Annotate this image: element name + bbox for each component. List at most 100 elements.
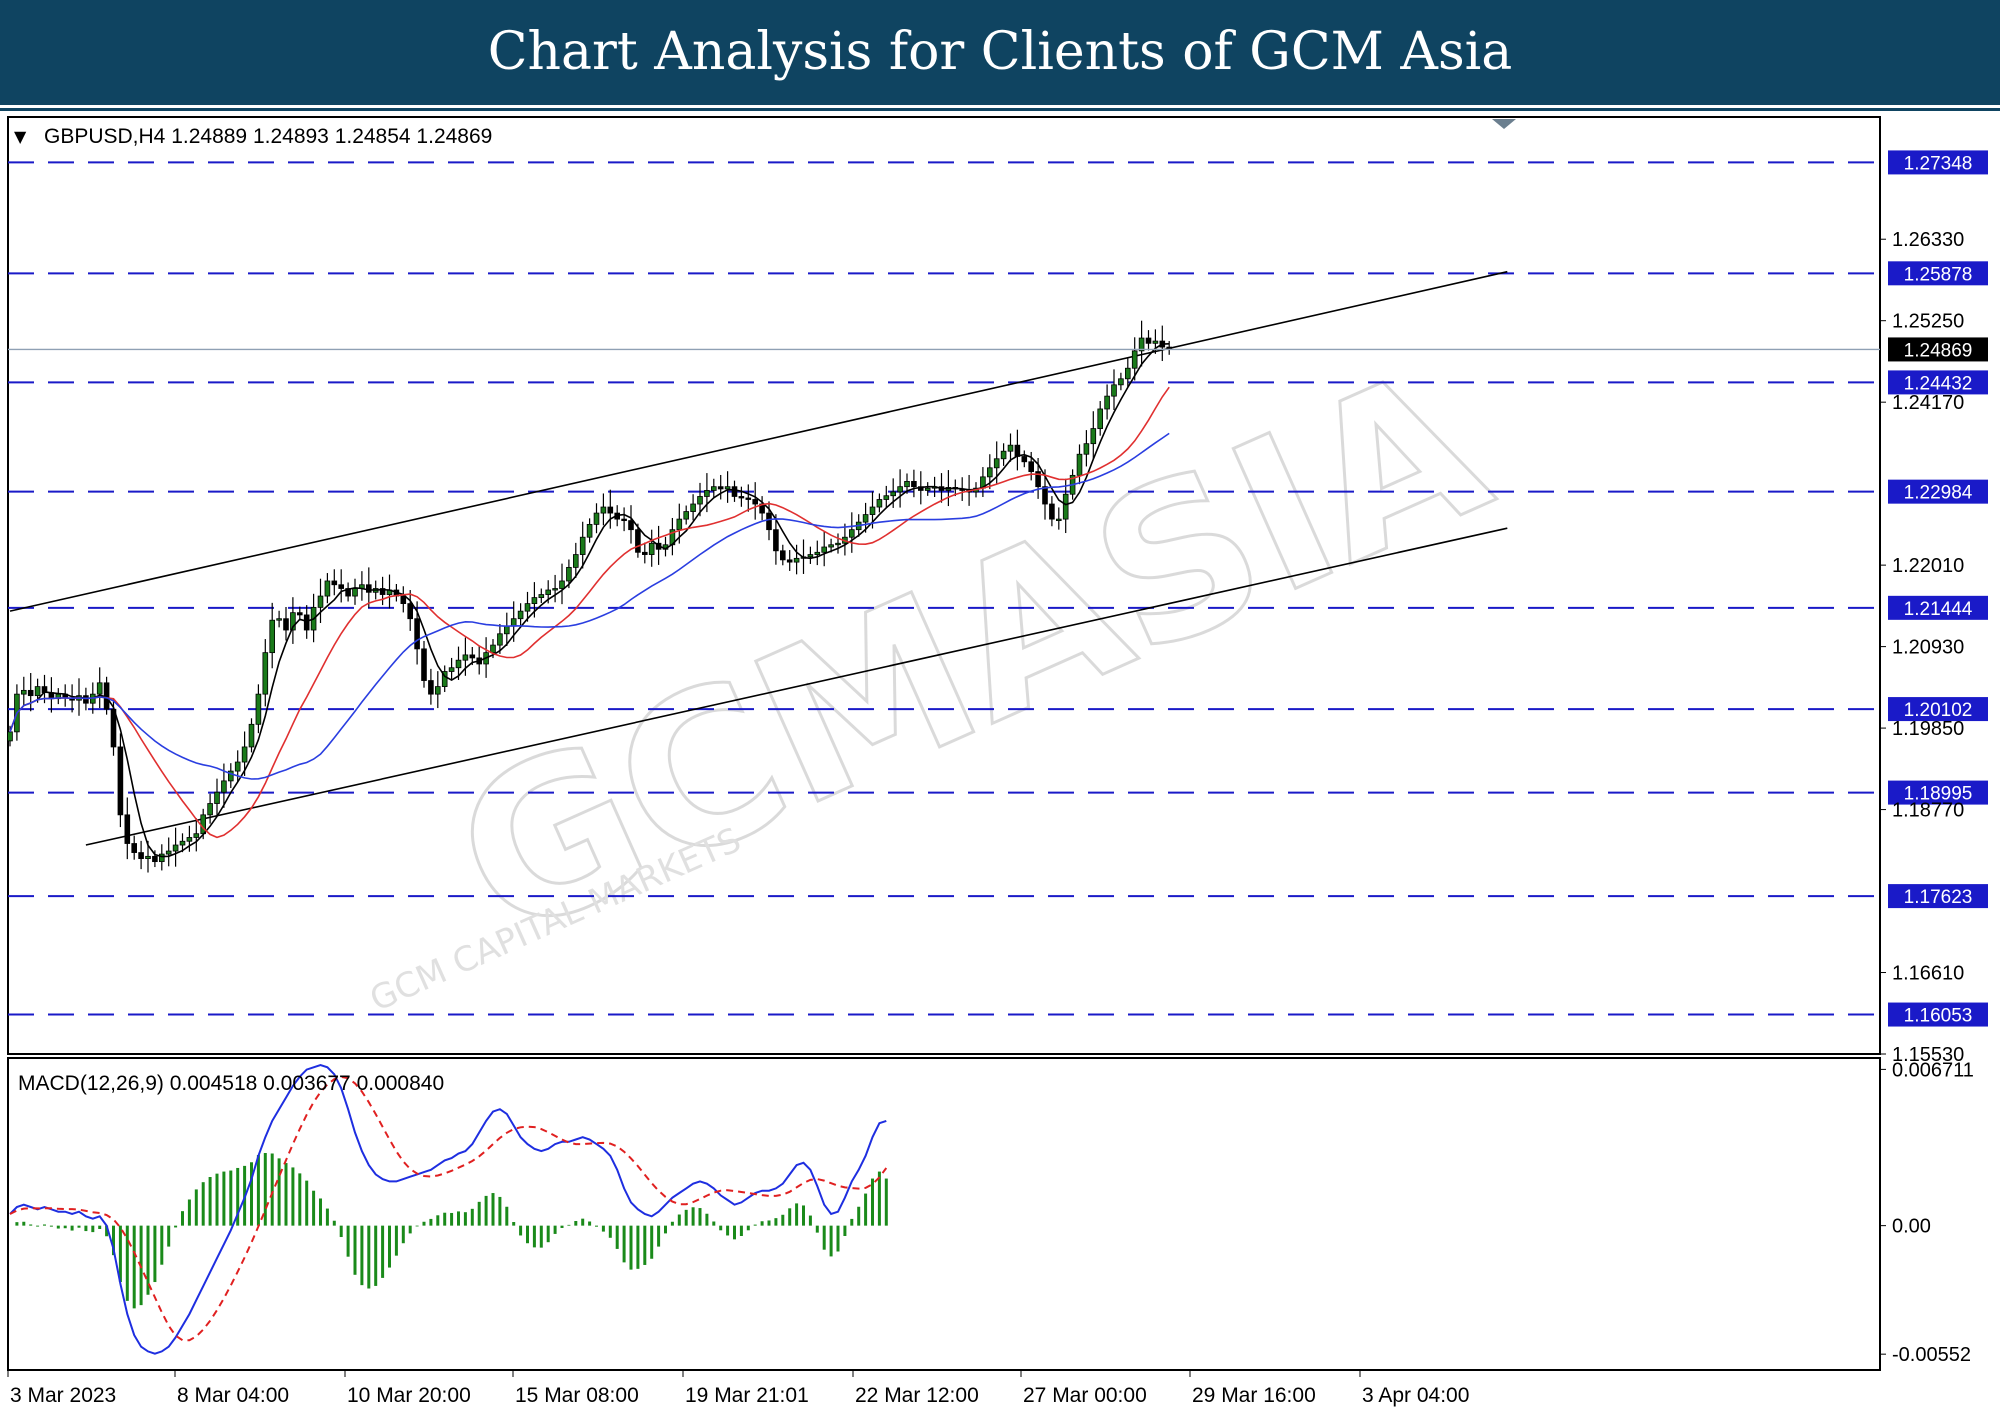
level-label-box — [1888, 595, 1988, 620]
level-label: 1.21444 — [1904, 599, 1973, 620]
candle-body — [676, 518, 683, 531]
candle-body — [165, 850, 172, 855]
level-label: 1.27348 — [1904, 153, 1973, 174]
y-tick-label: 1.18770 — [1892, 800, 1964, 822]
candle-body — [690, 503, 696, 512]
candle-body — [724, 486, 731, 490]
candle-body — [993, 458, 1000, 469]
candle-body — [904, 480, 910, 488]
current-price-box — [1888, 337, 1988, 362]
candle-body — [869, 506, 876, 515]
candle-body — [579, 536, 586, 555]
candle-body — [635, 529, 641, 553]
candle-body — [835, 542, 841, 546]
candle-body — [890, 491, 896, 497]
candle-body — [172, 844, 179, 852]
candle-body — [331, 580, 338, 586]
candle-body — [752, 499, 758, 505]
candle-body — [421, 648, 427, 681]
chart-shift-marker-icon[interactable] — [1492, 119, 1516, 129]
channel-lower-line[interactable] — [85, 527, 1508, 846]
level-label-box — [1888, 1002, 1988, 1027]
y-tick-label: 1.22010 — [1892, 555, 1964, 577]
candle-body — [517, 610, 524, 620]
candle-body — [303, 614, 310, 631]
candle-body — [1035, 471, 1041, 488]
ma-slow-line[interactable] — [9, 432, 1170, 780]
price-panel-header: GBPUSD,H4 1.24889 1.24893 1.24854 1.2486… — [44, 125, 492, 148]
candle-body — [648, 542, 655, 555]
macd-layer: 0.006711 0.00 -0.00552 3 Mar 2023 8 Mar 04:0… — [7, 1059, 1974, 1407]
level-label-box — [1888, 884, 1988, 909]
y-tick-label: 1.20930 — [1892, 637, 1964, 659]
ma-mid-line[interactable] — [9, 386, 1170, 839]
candle-body — [828, 544, 834, 548]
candle-body — [1049, 503, 1055, 520]
candle-body — [158, 853, 165, 863]
y-tick-label: 1.24170 — [1892, 392, 1964, 414]
candle-body — [400, 595, 407, 605]
candle-body — [552, 588, 558, 591]
candle-body — [117, 746, 124, 816]
level-label: 1.24432 — [1904, 373, 1973, 394]
candle-body — [773, 529, 779, 552]
candle-body — [593, 512, 600, 525]
candle-body — [738, 496, 745, 499]
level-label-box — [1888, 261, 1988, 286]
candle-body — [255, 693, 262, 725]
candle-body — [1138, 337, 1145, 352]
level-label: 1.17623 — [1904, 887, 1973, 908]
candle-body — [448, 667, 455, 672]
candle-body — [283, 618, 289, 631]
candle-body — [276, 618, 282, 621]
candle-body — [1152, 340, 1159, 344]
candle-body — [793, 557, 800, 563]
candle-body — [807, 554, 814, 558]
candle-body — [1021, 456, 1028, 463]
candle-body — [27, 689, 34, 697]
candle-body — [987, 467, 993, 478]
x-tick-label: 3 Mar 2023 — [10, 1384, 116, 1407]
candle-body — [138, 852, 144, 860]
candle-body — [441, 671, 448, 687]
candle-body — [1125, 367, 1131, 380]
candle-body — [1062, 493, 1069, 520]
candle-body — [145, 855, 151, 860]
candle-body — [628, 520, 634, 531]
candle-body — [621, 518, 627, 522]
candle-body — [1111, 384, 1117, 397]
candle-body — [538, 594, 545, 598]
candle-body — [214, 791, 220, 804]
title-banner: Chart Analysis for Clients of GCM Asia — [0, 0, 2000, 108]
candle-body — [924, 487, 931, 491]
macd-panel-header: MACD(12,26,9) 0.004518 0.003677 0.000840 — [18, 1072, 444, 1095]
symbol-dropdown-icon[interactable]: ▼ — [14, 127, 27, 146]
candle-body — [697, 496, 703, 505]
candle-body — [1145, 337, 1152, 344]
candle-body — [221, 780, 227, 793]
channel-upper-line[interactable] — [9, 270, 1508, 612]
candle-body — [414, 618, 420, 650]
signal-line[interactable] — [9, 1075, 888, 1342]
candle-body — [1014, 444, 1021, 457]
candle-body — [1000, 450, 1007, 460]
candle-body — [455, 659, 462, 669]
candle-body — [428, 680, 434, 695]
x-tick-label: 19 Mar 21:01 — [685, 1384, 809, 1407]
x-tick-label: 29 Mar 16:00 — [1192, 1384, 1316, 1407]
candle-body — [186, 837, 193, 842]
y-tick-label: 1.16610 — [1892, 963, 1964, 985]
candle-body — [462, 654, 469, 661]
candle-body — [262, 652, 269, 695]
macd-line[interactable] — [9, 1063, 887, 1355]
candle-body — [497, 633, 503, 646]
candle-body — [290, 612, 296, 631]
current-price-label: 1.24869 — [1904, 340, 1973, 361]
candle-body — [490, 644, 496, 654]
candle-body — [152, 855, 158, 863]
candle-body — [234, 761, 241, 772]
candle-body — [352, 588, 358, 597]
level-label-box — [1888, 370, 1988, 395]
candle-body — [338, 584, 344, 589]
candle-body — [1097, 408, 1104, 429]
